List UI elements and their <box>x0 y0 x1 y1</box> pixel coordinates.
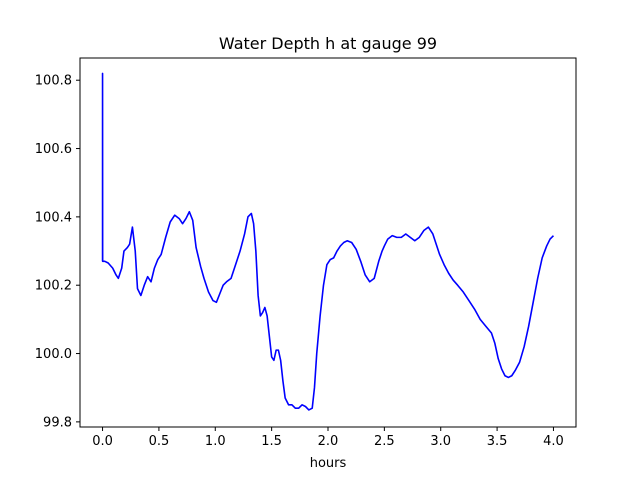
y-tick-label: 100.4 <box>35 210 72 225</box>
y-tick-label: 100.6 <box>35 142 72 157</box>
x-axis: 0.0 0.5 1.0 1.5 2.0 2.5 3.0 3.5 4.0 <box>92 427 564 449</box>
chart-title: Water Depth h at gauge 99 <box>219 34 437 53</box>
x-tick-label: 0.5 <box>149 434 170 449</box>
x-tick-label: 3.0 <box>430 434 451 449</box>
x-tick-label: 1.5 <box>261 434 282 449</box>
y-tick-label: 100.8 <box>35 74 72 89</box>
x-tick-label: 1.0 <box>205 434 226 449</box>
plot-area <box>101 72 555 411</box>
x-tick-label: 3.5 <box>487 434 508 449</box>
y-tick-label: 99.8 <box>43 415 72 430</box>
y-tick-label: 100.0 <box>35 347 72 362</box>
x-axis-label: hours <box>310 456 347 471</box>
x-tick-label: 2.0 <box>318 434 339 449</box>
series-line-0 <box>101 72 555 411</box>
x-tick-label: 4.0 <box>543 434 564 449</box>
y-tick-label: 100.2 <box>35 279 72 294</box>
y-axis: 99.8 100.0 100.2 100.4 100.6 100.8 <box>35 74 80 430</box>
x-tick-label: 0.0 <box>92 434 113 449</box>
x-tick-label: 2.5 <box>374 434 395 449</box>
